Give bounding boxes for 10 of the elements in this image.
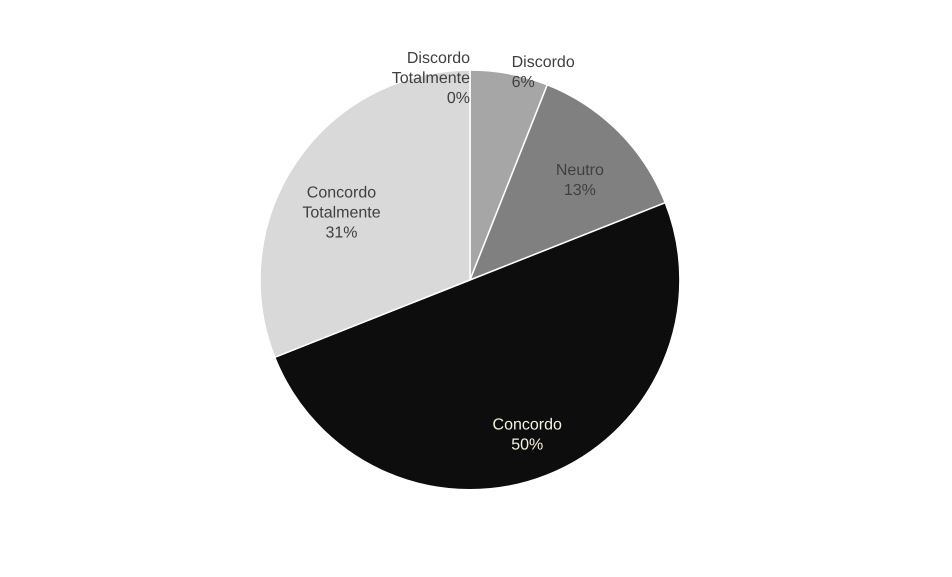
data-label: 13% — [564, 182, 596, 200]
data-label: 50% — [511, 436, 544, 454]
data-label: 6% — [512, 74, 535, 91]
slice-label: Concordo Totalmente — [302, 184, 381, 222]
slice-label: Discordo — [512, 54, 575, 71]
category-label: Discordo Totalmente — [392, 50, 470, 87]
text: 0% — [446, 90, 470, 107]
slice-label: Neutro — [556, 162, 604, 180]
data-label: 31% — [325, 224, 358, 242]
slice-label: Concordo — [492, 416, 562, 434]
